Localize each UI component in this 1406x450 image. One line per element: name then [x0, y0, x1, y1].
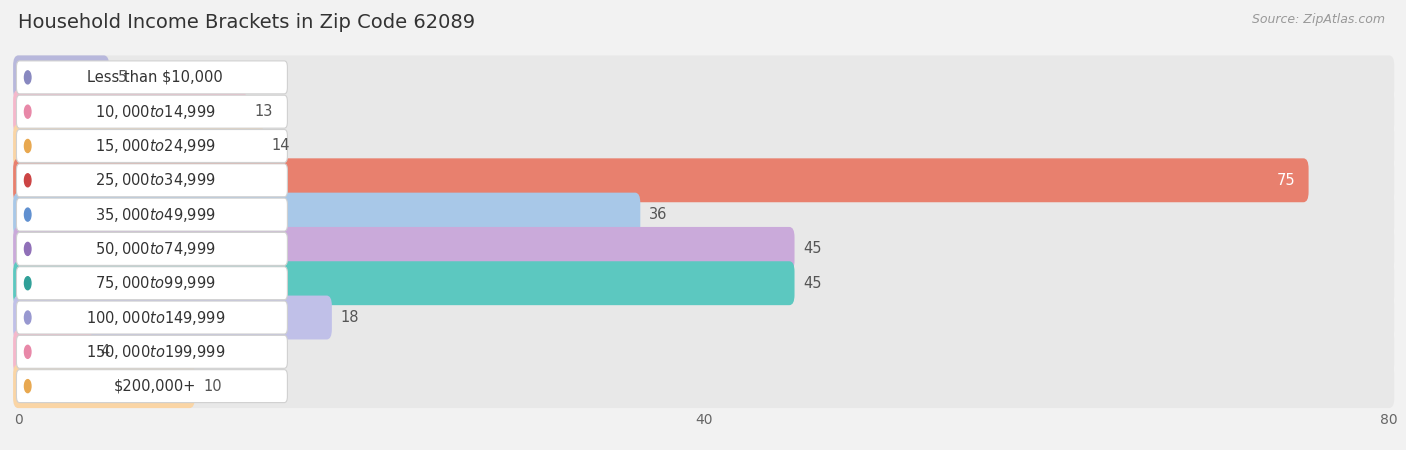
FancyBboxPatch shape [17, 233, 287, 266]
FancyBboxPatch shape [17, 198, 287, 231]
FancyBboxPatch shape [13, 330, 1395, 374]
Text: 45: 45 [803, 241, 821, 256]
Text: $25,000 to $34,999: $25,000 to $34,999 [96, 171, 215, 189]
Text: $35,000 to $49,999: $35,000 to $49,999 [96, 206, 215, 224]
FancyBboxPatch shape [13, 193, 1395, 237]
FancyBboxPatch shape [13, 296, 1395, 339]
FancyBboxPatch shape [13, 227, 1395, 271]
FancyBboxPatch shape [13, 158, 1309, 202]
FancyBboxPatch shape [13, 90, 246, 134]
Circle shape [24, 174, 31, 187]
FancyBboxPatch shape [17, 95, 287, 128]
Circle shape [24, 71, 31, 84]
Text: 45: 45 [803, 276, 821, 291]
Text: 36: 36 [650, 207, 668, 222]
Text: 4: 4 [101, 344, 110, 359]
Circle shape [24, 140, 31, 153]
Text: 75: 75 [1277, 173, 1295, 188]
Text: $10,000 to $14,999: $10,000 to $14,999 [96, 103, 215, 121]
Circle shape [24, 345, 31, 358]
Text: 18: 18 [340, 310, 359, 325]
FancyBboxPatch shape [13, 227, 794, 271]
FancyBboxPatch shape [17, 267, 287, 300]
FancyBboxPatch shape [13, 90, 1395, 134]
FancyBboxPatch shape [17, 164, 287, 197]
FancyBboxPatch shape [13, 261, 794, 305]
FancyBboxPatch shape [13, 330, 91, 374]
FancyBboxPatch shape [17, 61, 287, 94]
Text: 14: 14 [271, 139, 291, 153]
Circle shape [24, 380, 31, 393]
Circle shape [24, 243, 31, 256]
FancyBboxPatch shape [13, 364, 1395, 408]
Text: Less than $10,000: Less than $10,000 [87, 70, 224, 85]
Text: $15,000 to $24,999: $15,000 to $24,999 [96, 137, 215, 155]
Text: $75,000 to $99,999: $75,000 to $99,999 [96, 274, 215, 292]
Text: $50,000 to $74,999: $50,000 to $74,999 [96, 240, 215, 258]
FancyBboxPatch shape [13, 55, 1395, 99]
FancyBboxPatch shape [17, 369, 287, 403]
FancyBboxPatch shape [13, 261, 1395, 305]
Circle shape [24, 311, 31, 324]
FancyBboxPatch shape [13, 124, 1395, 168]
Text: 5: 5 [118, 70, 127, 85]
FancyBboxPatch shape [17, 130, 287, 162]
FancyBboxPatch shape [17, 301, 287, 334]
FancyBboxPatch shape [13, 364, 195, 408]
Text: Source: ZipAtlas.com: Source: ZipAtlas.com [1251, 14, 1385, 27]
FancyBboxPatch shape [13, 193, 640, 237]
FancyBboxPatch shape [13, 55, 110, 99]
Circle shape [24, 208, 31, 221]
FancyBboxPatch shape [13, 124, 263, 168]
Circle shape [24, 277, 31, 290]
Text: 10: 10 [204, 378, 222, 394]
FancyBboxPatch shape [13, 296, 332, 339]
Text: $200,000+: $200,000+ [114, 378, 197, 394]
Text: $100,000 to $149,999: $100,000 to $149,999 [86, 309, 225, 327]
Text: 13: 13 [254, 104, 273, 119]
Text: $150,000 to $199,999: $150,000 to $199,999 [86, 343, 225, 361]
FancyBboxPatch shape [17, 335, 287, 368]
FancyBboxPatch shape [13, 158, 1395, 202]
Circle shape [24, 105, 31, 118]
Text: Household Income Brackets in Zip Code 62089: Household Income Brackets in Zip Code 62… [18, 14, 475, 32]
